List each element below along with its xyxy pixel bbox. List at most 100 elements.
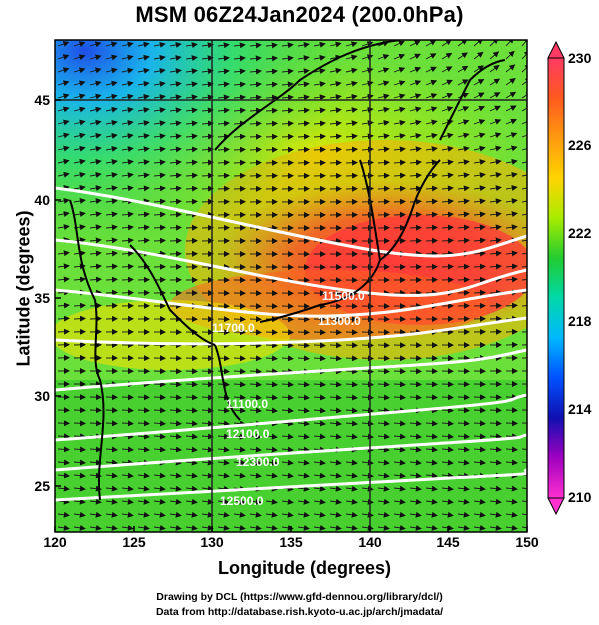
wind-arrow: [345, 394, 358, 401]
wind-arrow: [297, 316, 310, 323]
wind-arrow: [313, 394, 326, 401]
wind-arrow: [265, 342, 278, 349]
wind-arrow: [425, 159, 438, 166]
wind-arrow: [505, 198, 518, 205]
wind-arrow: [233, 511, 246, 518]
wind-arrow: [89, 263, 102, 270]
wind-arrow: [329, 524, 342, 531]
wind-arrow: [425, 250, 438, 257]
wind-arrow: [505, 511, 518, 518]
wind-arrow: [249, 511, 262, 518]
wind-arrow: [393, 146, 406, 153]
wind-arrow: [505, 459, 518, 466]
wind-arrow: [329, 133, 342, 140]
wind-arrow: [201, 524, 214, 531]
wind-arrow: [105, 67, 118, 74]
wind-arrow: [137, 159, 150, 166]
colorbar-body: [547, 57, 565, 499]
wind-arrow: [233, 94, 246, 101]
wind-arrow: [281, 472, 294, 479]
wind-arrow: [313, 94, 326, 101]
wind-arrow: [57, 197, 70, 204]
wind-arrow: [89, 250, 102, 257]
wind-arrow: [297, 524, 310, 531]
wind-arrow: [345, 433, 358, 440]
wind-arrow: [409, 80, 422, 86]
wind-arrow: [89, 119, 102, 126]
wind-arrow: [457, 511, 470, 518]
wind-arrow: [217, 407, 230, 414]
wind-arrow: [201, 42, 214, 49]
wind-arrow: [521, 265, 527, 268]
wind-arrow: [521, 526, 527, 529]
wind-arrow: [121, 263, 134, 270]
wind-arrow: [409, 498, 422, 505]
wind-arrow: [329, 394, 342, 401]
wind-arrow: [313, 68, 326, 74]
wind-arrow: [185, 107, 198, 114]
wind-arrow: [169, 407, 182, 414]
wind-arrow: [217, 94, 230, 101]
wind-arrow: [345, 67, 358, 74]
wind-arrow: [393, 211, 406, 218]
wind-arrow: [121, 524, 134, 531]
wind-arrow: [137, 54, 150, 61]
wind-arrow: [185, 498, 198, 505]
wind-arrow: [393, 93, 406, 100]
wind-arrow: [393, 53, 406, 60]
wind-arrow: [473, 407, 486, 414]
wind-arrow: [409, 53, 421, 60]
wind-arrow: [521, 161, 527, 164]
wind-arrow: [377, 459, 390, 466]
wind-arrow: [57, 132, 70, 139]
wind-arrow: [185, 381, 198, 388]
wind-arrow: [137, 394, 150, 401]
wind-arrow: [313, 407, 326, 414]
wind-arrow: [73, 171, 86, 178]
wind-arrow: [249, 94, 262, 101]
wind-arrow: [361, 485, 374, 492]
wind-arrow: [345, 133, 358, 140]
wind-arrow: [473, 237, 486, 244]
wind-arrow: [473, 40, 484, 47]
wind-arrow: [297, 472, 310, 479]
wind-arrow: [73, 132, 86, 139]
wind-arrow: [505, 171, 518, 178]
wind-arrow: [313, 381, 326, 388]
wind-arrow: [313, 498, 326, 505]
wind-arrow: [489, 446, 502, 453]
wind-arrow: [265, 81, 278, 88]
wind-arrow: [409, 472, 422, 479]
wind-arrow: [329, 41, 342, 48]
wind-arrow: [169, 472, 182, 479]
wind-arrow: [361, 472, 374, 479]
wind-arrow: [217, 185, 230, 192]
wind-arrow: [441, 263, 454, 270]
wind-arrow: [521, 226, 527, 229]
wind-arrow: [73, 315, 86, 322]
wind-arrow: [185, 420, 198, 427]
wind-arrow: [489, 511, 502, 518]
wind-arrow: [73, 93, 86, 100]
wind-arrow: [169, 68, 182, 75]
wind-arrow: [185, 185, 198, 192]
wind-arrow: [489, 263, 502, 270]
wind-arrow: [425, 198, 438, 205]
wind-arrow: [265, 511, 278, 518]
wind-arrow: [505, 524, 518, 531]
wind-arrow: [505, 485, 518, 492]
wind-arrow: [249, 381, 262, 388]
wind-arrow: [441, 381, 454, 388]
wind-arrow: [57, 80, 70, 87]
wind-arrow: [217, 498, 230, 505]
wind-arrow: [473, 250, 486, 257]
wind-arrow: [121, 276, 134, 283]
wind-arrow: [121, 446, 134, 453]
wind-arrow: [297, 94, 310, 101]
wind-arrow: [457, 224, 470, 231]
wind-arrow: [409, 394, 422, 401]
wind-arrow: [281, 94, 294, 101]
wind-arrow: [521, 118, 527, 125]
wind-arrow: [169, 81, 182, 88]
